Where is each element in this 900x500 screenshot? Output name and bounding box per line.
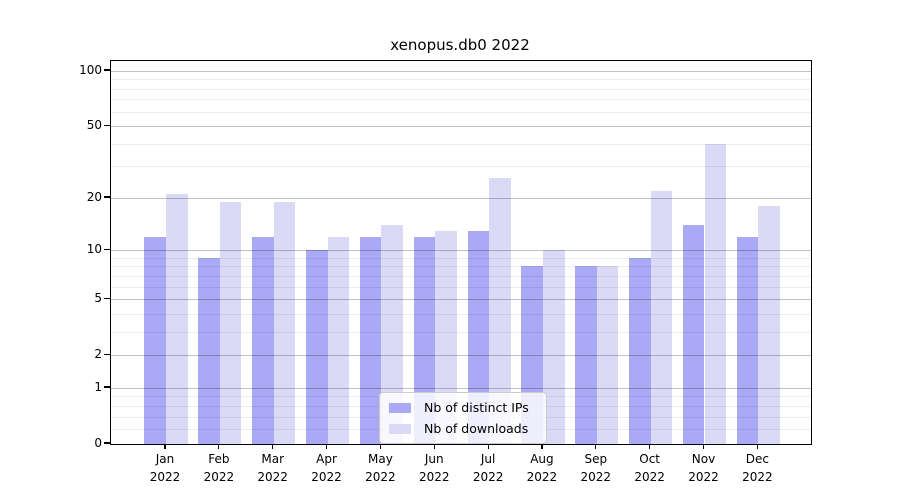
y-tick-label: 2 xyxy=(94,347,102,362)
y-tick-mark xyxy=(104,386,110,388)
y-tick-label: 10 xyxy=(86,242,102,257)
bar-downloads-dec xyxy=(758,206,780,444)
bar-distinct-ips-nov xyxy=(682,225,705,444)
year-label: 2022 xyxy=(688,470,719,484)
month-label: Jul xyxy=(480,452,496,466)
year-label: 2022 xyxy=(580,470,612,484)
y-tick-mark xyxy=(104,196,110,198)
x-tick-mark xyxy=(218,444,220,450)
x-tick-mark xyxy=(272,444,274,450)
x-tick-label-mar: Mar 2022 xyxy=(241,450,305,486)
year-label: 2022 xyxy=(365,470,396,484)
bar-downloads-jun xyxy=(435,230,457,444)
y-tick-mark xyxy=(104,248,110,250)
bar-downloads-may xyxy=(381,225,403,444)
x-tick-label-may: May 2022 xyxy=(348,450,412,486)
year-label: 2022 xyxy=(418,470,450,484)
y-tick-mark xyxy=(104,124,110,126)
legend-swatch-distinct-ips xyxy=(389,402,411,413)
x-tick-label-aug: Aug 2022 xyxy=(510,450,574,486)
x-tick-mark xyxy=(541,444,543,450)
month-label: Oct xyxy=(639,452,661,466)
x-tick-mark xyxy=(325,444,328,450)
month-label: Mar xyxy=(261,452,284,466)
legend-swatch-downloads xyxy=(389,423,411,434)
legend-label-downloads: Nb of downloads xyxy=(424,421,529,436)
month-label: Dec xyxy=(745,452,769,466)
year-label: 2022 xyxy=(311,470,342,484)
bar-downloads-oct xyxy=(650,190,673,444)
month-label: Nov xyxy=(691,452,716,466)
bar-distinct-ips-dec xyxy=(736,236,759,444)
y-tick-label: 20 xyxy=(86,189,102,204)
year-label: 2022 xyxy=(257,470,288,484)
legend-item-distinct-ips: Nb of distinct IPs xyxy=(389,398,537,417)
x-tick-label-apr: Apr 2022 xyxy=(295,450,359,486)
bar-distinct-ips-mar xyxy=(252,236,274,444)
x-tick-label-jun: Jun 2022 xyxy=(402,450,466,486)
plot-area xyxy=(110,60,812,445)
x-tick-mark xyxy=(487,444,489,450)
bar-downloads-jan xyxy=(166,194,188,444)
month-label: Feb xyxy=(208,452,230,466)
x-tick-mark xyxy=(433,444,435,450)
y-tick-mark xyxy=(104,353,110,355)
x-tick-label-feb: Feb 2022 xyxy=(187,450,251,486)
x-tick-label-dec: Dec 2022 xyxy=(725,450,789,486)
x-tick-label-sep: Sep 2022 xyxy=(564,450,628,486)
legend: Nb of distinct IPs Nb of downloads xyxy=(379,392,547,444)
y-tick-mark xyxy=(104,69,110,71)
bar-downloads-feb xyxy=(219,201,242,444)
x-tick-mark xyxy=(649,444,651,450)
year-label: 2022 xyxy=(634,470,665,484)
y-tick-mark xyxy=(104,297,110,299)
year-label: 2022 xyxy=(526,470,558,484)
bar-downloads-nov xyxy=(704,143,727,444)
x-tick-mark xyxy=(379,444,381,450)
year-label: 2022 xyxy=(149,470,181,484)
bar-downloads-mar xyxy=(273,201,296,444)
x-tick-label-jan: Jan 2022 xyxy=(133,450,197,486)
month-label: Sep xyxy=(584,452,608,466)
y-tick-label: 50 xyxy=(86,118,102,133)
year-label: 2022 xyxy=(742,470,773,484)
y-tick-label: 5 xyxy=(94,291,102,306)
x-tick-mark xyxy=(756,444,758,450)
bar-distinct-ips-may xyxy=(359,236,382,444)
month-label: Jun xyxy=(424,452,444,466)
bar-distinct-ips-jul xyxy=(467,230,490,444)
year-label: 2022 xyxy=(203,470,235,484)
x-tick-mark xyxy=(702,444,705,450)
x-tick-mark xyxy=(595,444,597,450)
y-tick-label: 0 xyxy=(94,436,102,450)
month-label: Apr xyxy=(316,452,337,466)
year-label: 2022 xyxy=(472,470,504,484)
bar-distinct-ips-oct xyxy=(629,257,651,444)
bars-layer xyxy=(111,61,811,444)
y-tick-label: 1 xyxy=(94,379,102,394)
month-label: Jan xyxy=(155,452,175,466)
x-tick-label-oct: Oct 2022 xyxy=(618,450,682,486)
chart-title: xenopus.db0 2022 xyxy=(390,36,530,54)
y-tick-mark xyxy=(104,442,110,444)
y-tick-label: 100 xyxy=(79,62,102,77)
x-tick-label-jul: Jul 2022 xyxy=(456,450,520,486)
bar-distinct-ips-sep xyxy=(575,266,597,444)
bar-distinct-ips-jan xyxy=(144,236,166,444)
bar-distinct-ips-apr xyxy=(305,250,328,444)
x-tick-label-nov: Nov 2022 xyxy=(672,450,736,486)
legend-label-distinct-ips: Nb of distinct IPs xyxy=(424,400,529,415)
bar-downloads-sep xyxy=(596,266,619,444)
month-label: May xyxy=(367,452,393,466)
bar-distinct-ips-feb xyxy=(198,257,220,444)
month-label: Aug xyxy=(530,452,554,466)
legend-item-downloads: Nb of downloads xyxy=(389,419,537,438)
bar-downloads-apr xyxy=(327,236,350,444)
bar-downloads-jul xyxy=(489,177,511,444)
x-tick-mark xyxy=(164,444,166,450)
bar-downloads-aug xyxy=(542,250,565,444)
